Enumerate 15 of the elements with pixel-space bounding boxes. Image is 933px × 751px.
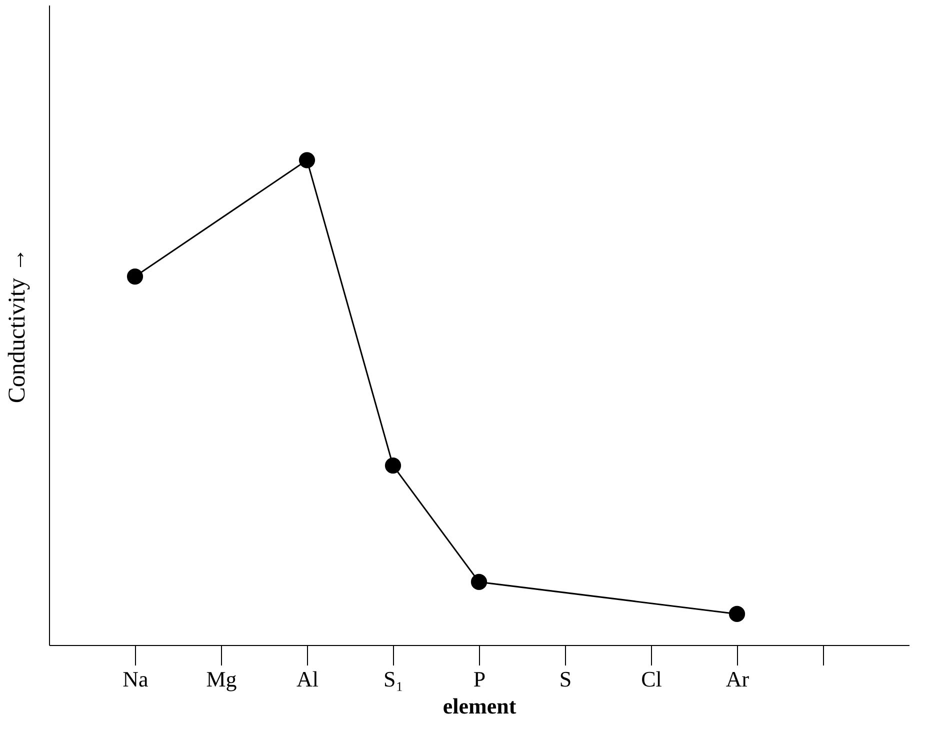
- y-axis-title: Conductivity →: [4, 248, 30, 404]
- x-tick-label: S: [559, 666, 572, 692]
- point: [384, 458, 402, 474]
- x-tick-label: Mg: [206, 666, 237, 692]
- x-tick-label: Al: [296, 666, 318, 692]
- x-tick-label: Cl: [641, 666, 662, 692]
- x-tick-label: P: [473, 666, 486, 692]
- x-tick-label: Ar: [726, 666, 750, 692]
- point: [728, 606, 746, 622]
- point: [126, 268, 144, 285]
- x-axis-title: element: [442, 694, 517, 718]
- point: [298, 152, 316, 168]
- x-tick-label: Na: [122, 666, 149, 692]
- point: [470, 574, 488, 590]
- x-tick-label: S₁: [384, 666, 404, 692]
